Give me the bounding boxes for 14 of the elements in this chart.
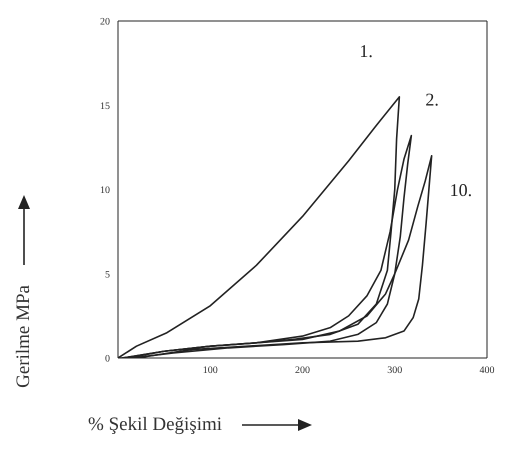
x-tick-label: 300 bbox=[387, 365, 402, 376]
y-axis-title: Gerilme MPa bbox=[13, 285, 35, 388]
series-label: 2. bbox=[425, 90, 439, 110]
y-tick-label: 20 bbox=[100, 16, 110, 28]
y-tick-label: 15 bbox=[100, 100, 110, 112]
series-label: 10. bbox=[450, 180, 472, 200]
x-tick-label: 400 bbox=[480, 365, 494, 376]
y-tick-label: 10 bbox=[100, 185, 110, 196]
x-axis-title: % Şekil Değişimi bbox=[88, 414, 222, 436]
y-tick-label: 0 bbox=[105, 354, 110, 365]
x-tick-label: 200 bbox=[295, 365, 310, 376]
text: 1. bbox=[359, 40, 373, 61]
y-tick-label: 5 bbox=[105, 269, 110, 280]
x-tick-label: 100 bbox=[202, 365, 218, 376]
